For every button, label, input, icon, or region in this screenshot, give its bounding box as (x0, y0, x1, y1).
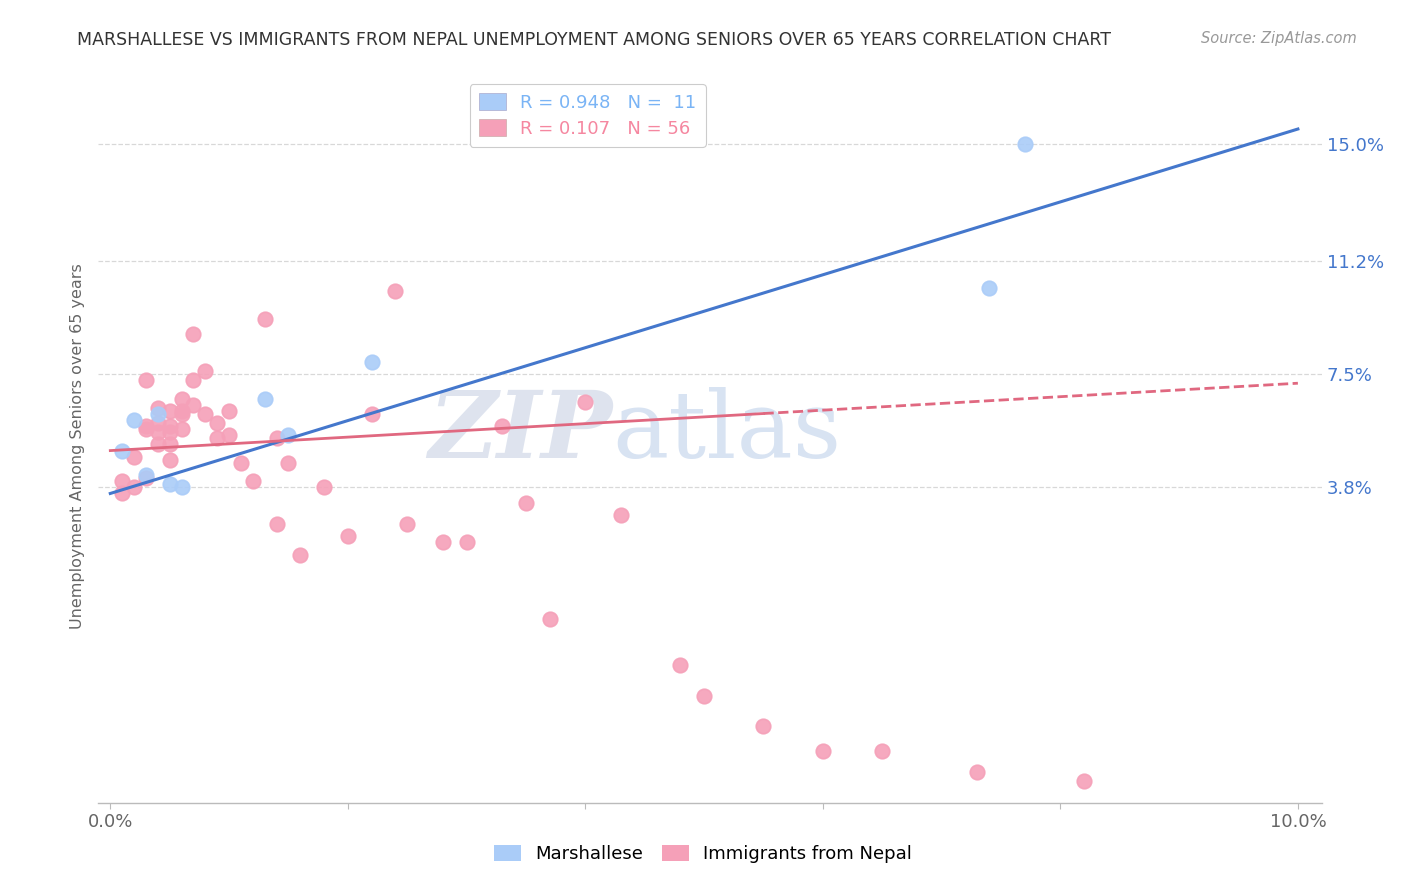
Point (1014, 137, 1036, 152)
Point (693, 689, 716, 703)
Point (669, 657, 692, 672)
Point (122, 450, 145, 464)
Point (170, 422, 193, 436)
Point (538, 612, 561, 626)
Text: MARSHALLESE VS IMMIGRANTS FROM NEPAL UNEMPLOYMENT AMONG SENIORS OVER 65 YEARS CO: MARSHALLESE VS IMMIGRANTS FROM NEPAL UNE… (77, 31, 1111, 49)
Point (111, 443, 134, 458)
Point (205, 416, 228, 430)
Point (336, 529, 359, 543)
Point (146, 437, 169, 451)
Point (515, 496, 537, 510)
Y-axis label: Unemployment Among Seniors over 65 years: Unemployment Among Seniors over 65 years (70, 263, 86, 629)
Point (610, 508, 633, 522)
Point (135, 419, 157, 434)
Point (159, 477, 181, 491)
Point (312, 480, 335, 494)
Text: Source: ZipAtlas.com: Source: ZipAtlas.com (1201, 31, 1357, 46)
Point (146, 401, 169, 415)
Point (159, 437, 181, 451)
Point (266, 431, 288, 445)
Point (432, 535, 454, 549)
Point (183, 398, 205, 412)
Legend: Marshallese, Immigrants from Nepal: Marshallese, Immigrants from Nepal (485, 836, 921, 872)
Point (253, 392, 276, 406)
Point (146, 407, 169, 421)
Point (290, 548, 312, 562)
Point (111, 474, 134, 488)
Point (277, 428, 299, 442)
Point (183, 327, 205, 342)
Point (135, 471, 157, 485)
Point (146, 416, 169, 430)
Point (122, 413, 145, 427)
Point (218, 428, 240, 442)
Point (170, 392, 193, 406)
Point (111, 486, 134, 500)
Point (170, 404, 193, 418)
Point (194, 364, 217, 378)
Point (977, 281, 1000, 295)
Point (135, 468, 157, 483)
Point (384, 285, 406, 299)
Point (360, 407, 382, 421)
Point (146, 425, 169, 440)
Point (218, 404, 240, 418)
Point (183, 373, 205, 387)
Point (277, 456, 299, 470)
Point (159, 419, 181, 434)
Text: ZIP: ZIP (427, 387, 612, 476)
Point (396, 517, 419, 532)
Point (870, 744, 893, 758)
Point (205, 431, 228, 445)
Point (242, 474, 264, 488)
Point (360, 355, 382, 369)
Point (266, 517, 288, 532)
Legend: R = 0.948   N =  11, R = 0.107   N = 56: R = 0.948 N = 11, R = 0.107 N = 56 (470, 84, 706, 147)
Text: atlas: atlas (612, 387, 841, 476)
Point (456, 535, 478, 549)
Point (159, 404, 181, 418)
Point (170, 407, 193, 421)
Point (752, 719, 775, 733)
Point (159, 425, 181, 440)
Point (194, 407, 217, 421)
Point (135, 373, 157, 387)
Point (159, 452, 181, 467)
Point (170, 480, 193, 494)
Point (253, 312, 276, 326)
Point (135, 422, 157, 436)
Point (574, 394, 596, 409)
Point (811, 744, 834, 758)
Point (491, 419, 513, 434)
Point (1073, 774, 1095, 789)
Point (229, 456, 252, 470)
Point (122, 480, 145, 494)
Point (966, 765, 988, 780)
